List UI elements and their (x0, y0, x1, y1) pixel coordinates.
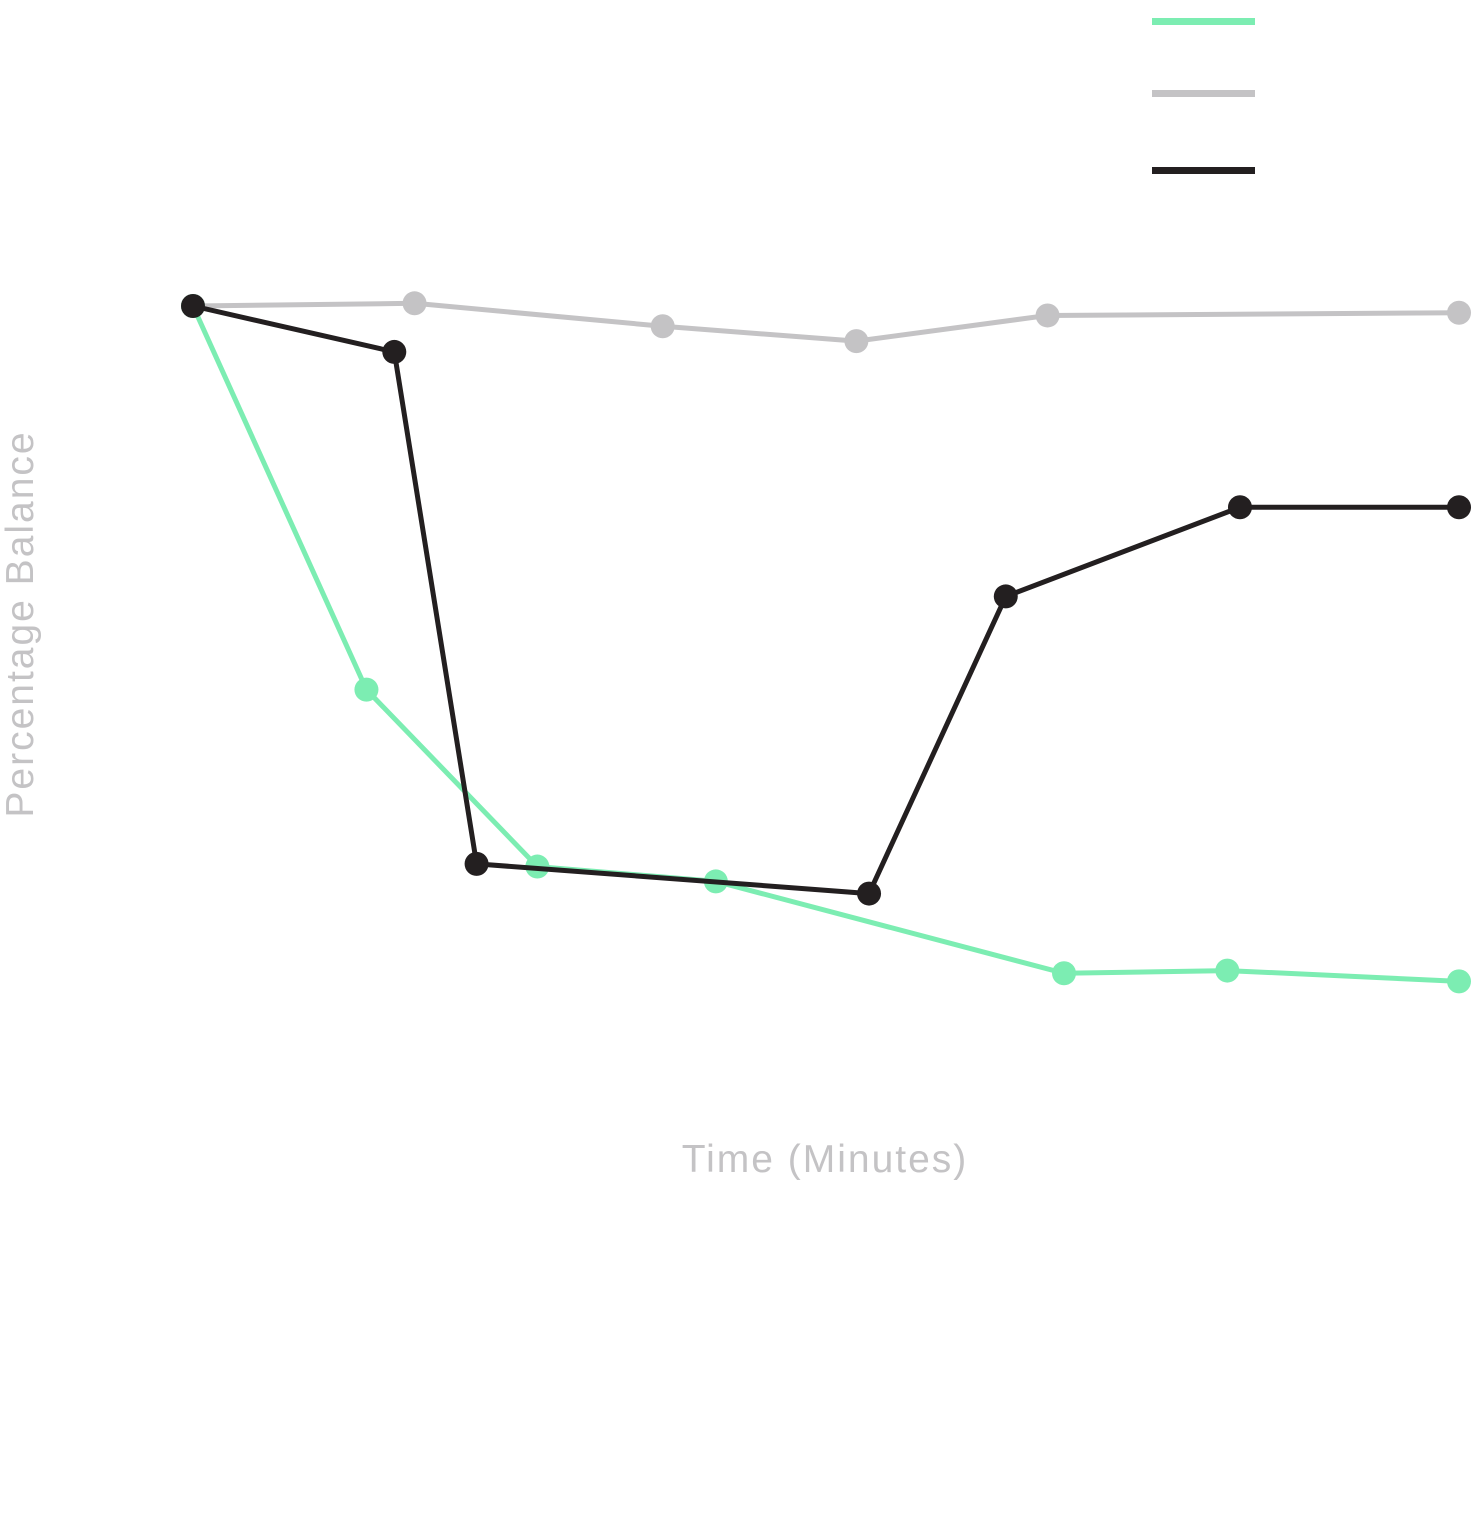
series-line-black (192, 303, 1459, 897)
data-point-black-2 (464, 851, 489, 876)
data-point-grey-3 (844, 329, 869, 354)
series-line-grey (192, 300, 1460, 344)
data-point-grey-1 (402, 291, 427, 316)
series-line-green (190, 304, 1460, 984)
data-point-grey-4 (1035, 303, 1060, 328)
data-point-green-6 (1447, 969, 1471, 994)
data-point-black-6 (1447, 495, 1471, 520)
y-axis-label: Percentage Balance (0, 430, 42, 818)
legend-swatch-black (1152, 167, 1255, 174)
data-point-black-1 (382, 339, 407, 364)
data-point-grey-2 (650, 314, 675, 339)
data-point-green-1 (354, 677, 379, 702)
data-point-black-0 (181, 294, 205, 318)
data-point-black-4 (993, 584, 1018, 609)
data-point-black-3 (857, 881, 882, 906)
legend-swatch-green (1152, 18, 1255, 25)
data-point-grey-5 (1447, 300, 1471, 325)
x-axis-label: Time (Minutes) (681, 1138, 969, 1181)
legend-swatch-grey (1152, 90, 1255, 97)
series-black (181, 294, 1471, 906)
data-point-green-5 (1215, 958, 1240, 983)
data-point-green-4 (1052, 961, 1077, 986)
series-grey (181, 291, 1471, 354)
data-point-black-5 (1227, 495, 1252, 520)
